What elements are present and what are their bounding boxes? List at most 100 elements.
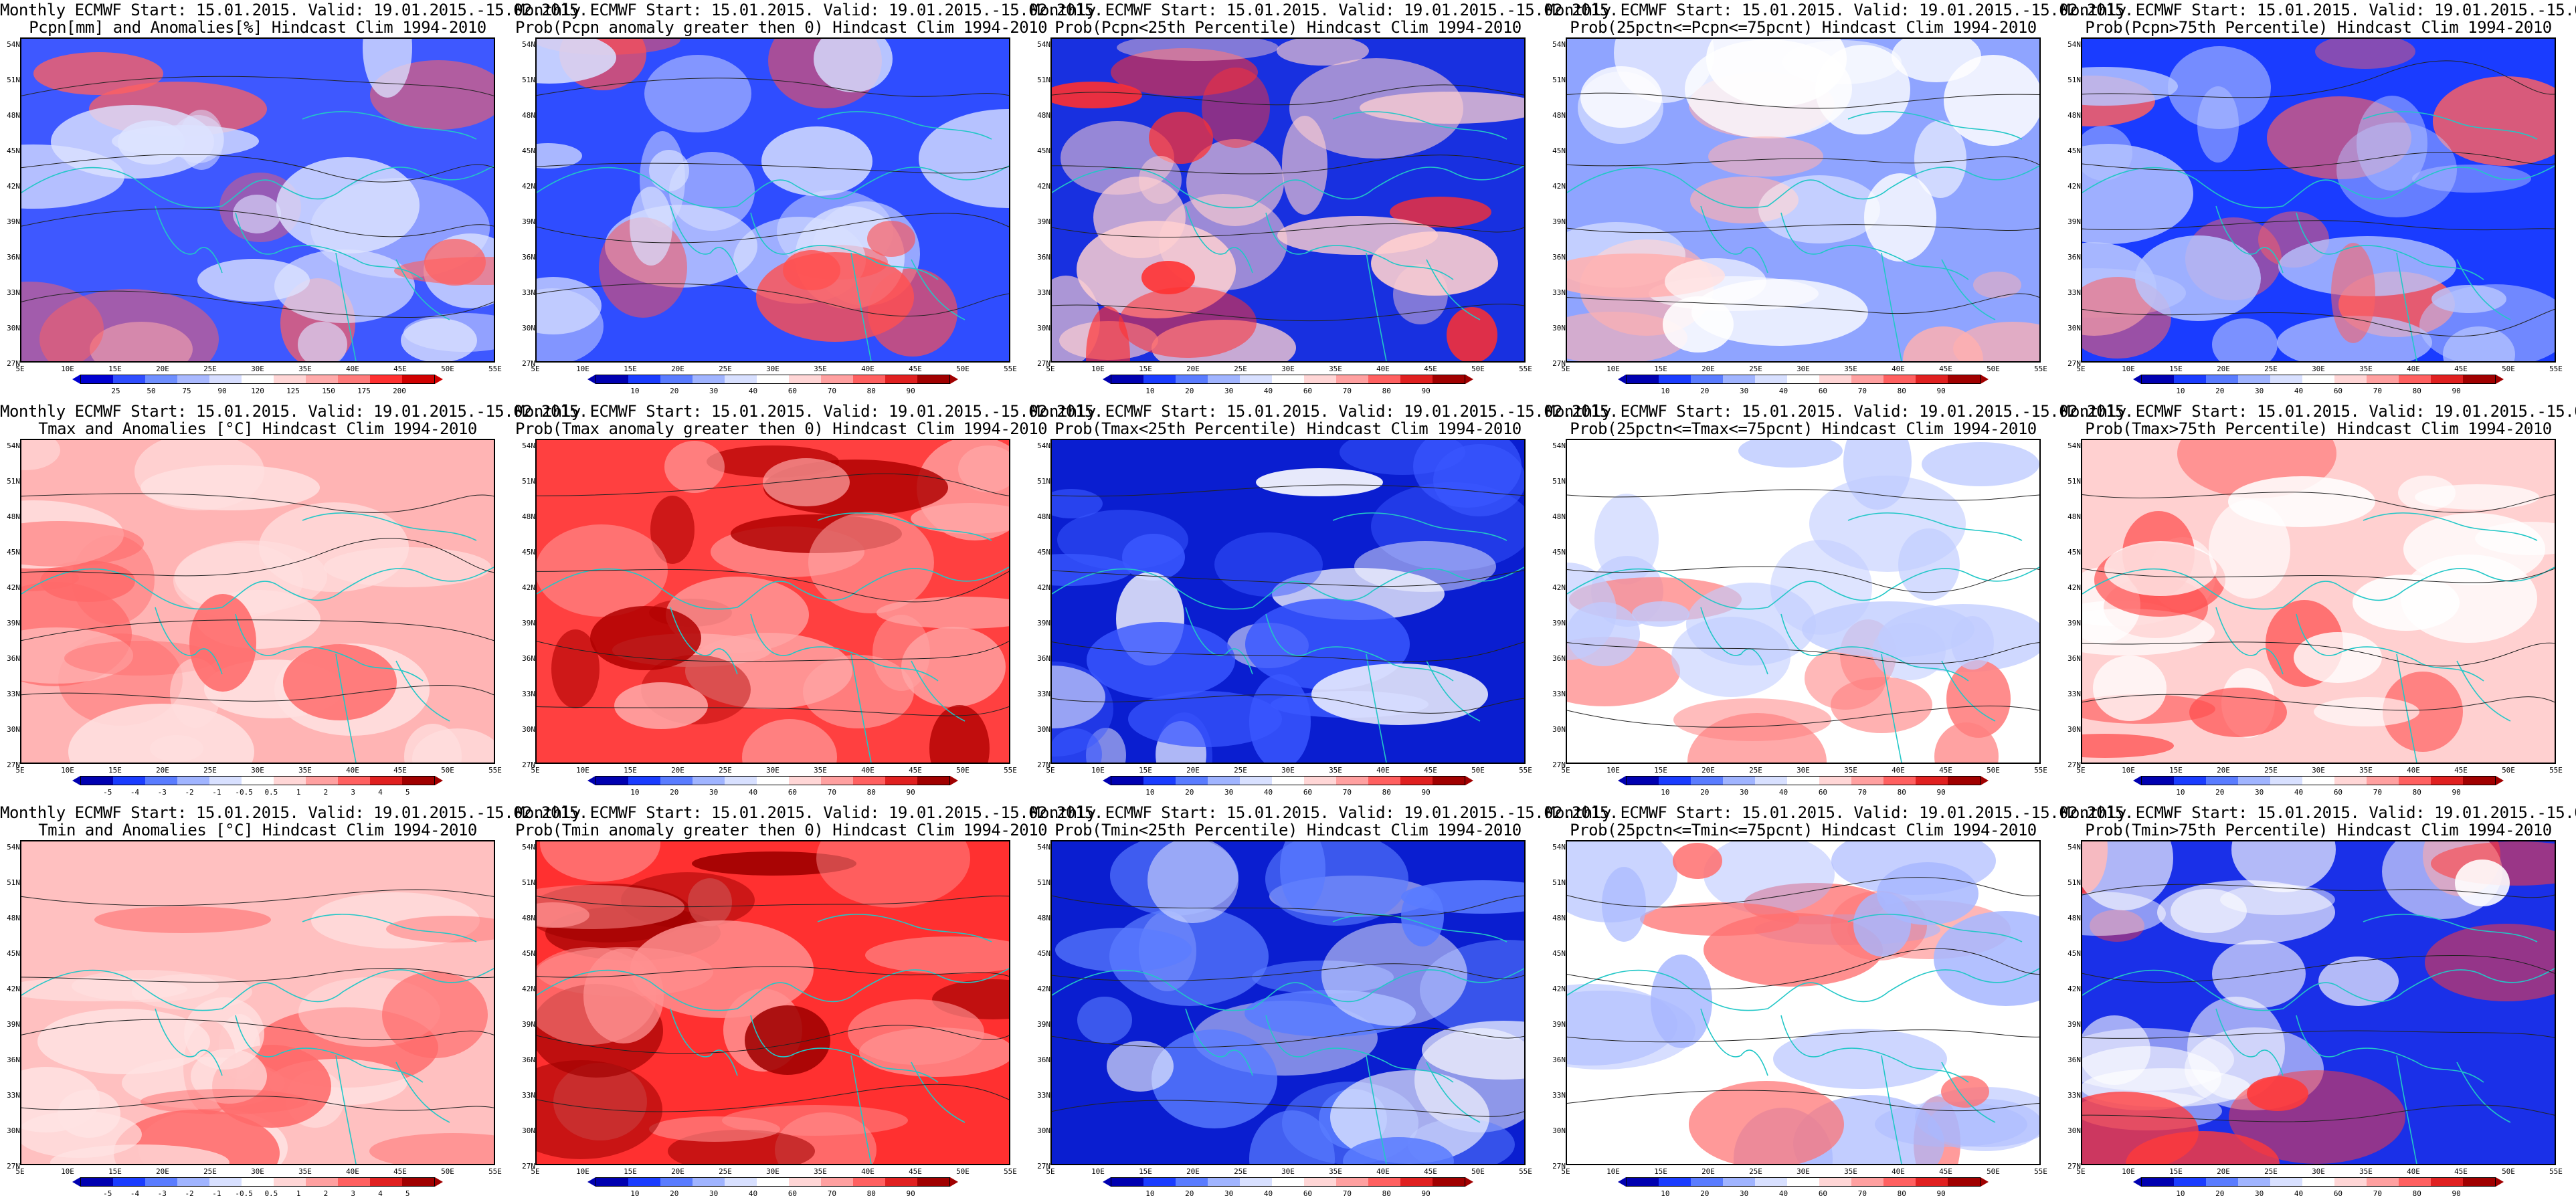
field-patch xyxy=(649,1116,780,1142)
latitude-label: 36N xyxy=(2067,654,2081,663)
latitude-label: 54N xyxy=(7,843,20,851)
field-patch xyxy=(37,1009,210,1074)
latitude-label: 27N xyxy=(1037,1162,1050,1171)
colorbar-segment xyxy=(821,1178,853,1186)
field-patch xyxy=(2209,500,2290,599)
colorbar-segment xyxy=(885,1178,917,1186)
map-field xyxy=(1567,440,2039,763)
colorbar-segment xyxy=(2238,1178,2270,1186)
colorbar-segment xyxy=(2270,777,2302,785)
field-patch xyxy=(1252,961,1394,994)
colorbar-segment xyxy=(1433,777,1465,785)
longitude-label: 30E xyxy=(1797,1167,1810,1176)
colorbar-segment xyxy=(693,777,725,785)
longitude-label: 15E xyxy=(1139,766,1152,775)
latitude-label: 42N xyxy=(7,182,20,191)
colorbar-high-arrow xyxy=(1465,1177,1473,1187)
longitude-label: 40E xyxy=(861,365,875,373)
longitude-label: 40E xyxy=(1376,1167,1390,1176)
colorbar-label: 4 xyxy=(378,788,383,797)
latitude-label: 48N xyxy=(522,914,535,922)
longitude-label: 55E xyxy=(1519,766,1532,775)
field-patch xyxy=(614,682,708,729)
colorbar-label: 1 xyxy=(296,1189,301,1198)
colorbar-segment xyxy=(402,375,434,383)
longitude-label: 5E xyxy=(1561,365,1570,373)
longitude-label: 40E xyxy=(1892,1167,1905,1176)
field-patch xyxy=(2082,67,2178,106)
latitude-label: 42N xyxy=(1037,583,1050,592)
longitude-label: 40E xyxy=(346,766,359,775)
field-patch xyxy=(1640,902,1799,936)
field-patch xyxy=(1119,287,1257,358)
latitude-label: 42N xyxy=(522,985,535,993)
colorbar-high-arrow xyxy=(950,375,958,384)
latitude-label: 51N xyxy=(2067,878,2081,887)
colorbar-segment xyxy=(1272,777,1304,785)
longitude-label: 55E xyxy=(2034,365,2047,373)
colorbar-segment xyxy=(2238,777,2270,785)
field-patch xyxy=(1202,68,1270,148)
contour-line xyxy=(2082,884,2555,898)
field-patch xyxy=(2082,841,2173,910)
latitude-label: 30N xyxy=(522,725,535,734)
colorbar-label: 80 xyxy=(1897,788,1906,797)
longitude-label: 45E xyxy=(909,365,922,373)
colorbar-label: 30 xyxy=(709,788,719,797)
colorbar-low-arrow xyxy=(1103,1177,1111,1187)
field-patch xyxy=(1928,1099,2039,1151)
colorbar-segment xyxy=(2367,1178,2399,1186)
field-patch xyxy=(1111,48,1258,96)
colorbar-segment xyxy=(1400,777,1433,785)
colorbar xyxy=(1618,1177,1989,1187)
colorbar-segment xyxy=(1723,375,1755,383)
latitude-label: 30N xyxy=(7,324,20,332)
map-field xyxy=(1567,841,2039,1164)
panel-title-line1: Monthly ECMWF Start: 15.01.2015. Valid: … xyxy=(1546,402,2134,421)
longitude-label: 55E xyxy=(2549,1167,2563,1176)
colorbar-label: 10 xyxy=(630,1189,640,1198)
latitude-label: 48N xyxy=(7,914,20,922)
field-patch xyxy=(1632,601,1689,627)
longitude-label: 35E xyxy=(1844,365,1857,373)
contour-line xyxy=(537,78,1009,97)
colorbar-segment xyxy=(628,375,660,383)
colorbar-segment xyxy=(2174,1178,2206,1186)
map-area xyxy=(1050,439,1526,764)
longitude-label: 50E xyxy=(2502,365,2515,373)
coastline xyxy=(21,914,494,1164)
colorbar-segment xyxy=(596,777,628,785)
longitude-label: 30E xyxy=(1281,1167,1295,1176)
field-patch xyxy=(692,851,856,876)
colorbar-low-arrow xyxy=(2133,776,2141,785)
latitude-label: 54N xyxy=(522,441,535,450)
colorbar-segment xyxy=(81,375,113,383)
map-field xyxy=(537,39,1009,361)
colorbar-segment xyxy=(757,375,789,383)
latitude-label: 54N xyxy=(1552,441,1566,450)
latitude-label: 39N xyxy=(1552,217,1566,226)
colorbar-segment xyxy=(1304,375,1336,383)
colorbar-segment xyxy=(370,1178,402,1186)
latitude-label: 36N xyxy=(7,253,20,262)
colorbar-label: 80 xyxy=(1897,387,1906,395)
longitude-label: 45E xyxy=(909,1167,922,1176)
longitude-label: 25E xyxy=(2264,766,2278,775)
longitude-label: 20E xyxy=(156,1167,169,1176)
colorbar xyxy=(587,375,958,384)
field-patch xyxy=(1052,554,1132,586)
longitude-label: 40E xyxy=(1376,365,1390,373)
longitude-label: 35E xyxy=(2359,365,2373,373)
colorbar-segment xyxy=(2174,777,2206,785)
panel-title-line1: Monthly ECMWF Start: 15.01.2015. Valid: … xyxy=(1030,803,1619,822)
panel-title: Monthly ECMWF Start: 15.01.2015. Valid: … xyxy=(515,1,1103,36)
longitude-label: 55E xyxy=(1004,766,1017,775)
latitude-label: 45N xyxy=(1037,548,1050,557)
field-patch xyxy=(2412,165,2531,193)
latitude-label: 48N xyxy=(7,512,20,521)
colorbar-segment xyxy=(81,777,113,785)
longitude-label: 25E xyxy=(2264,365,2278,373)
latitude-label: 51N xyxy=(522,477,535,486)
longitude-label: 20E xyxy=(1701,1167,1715,1176)
field-patch xyxy=(1245,990,1416,1037)
